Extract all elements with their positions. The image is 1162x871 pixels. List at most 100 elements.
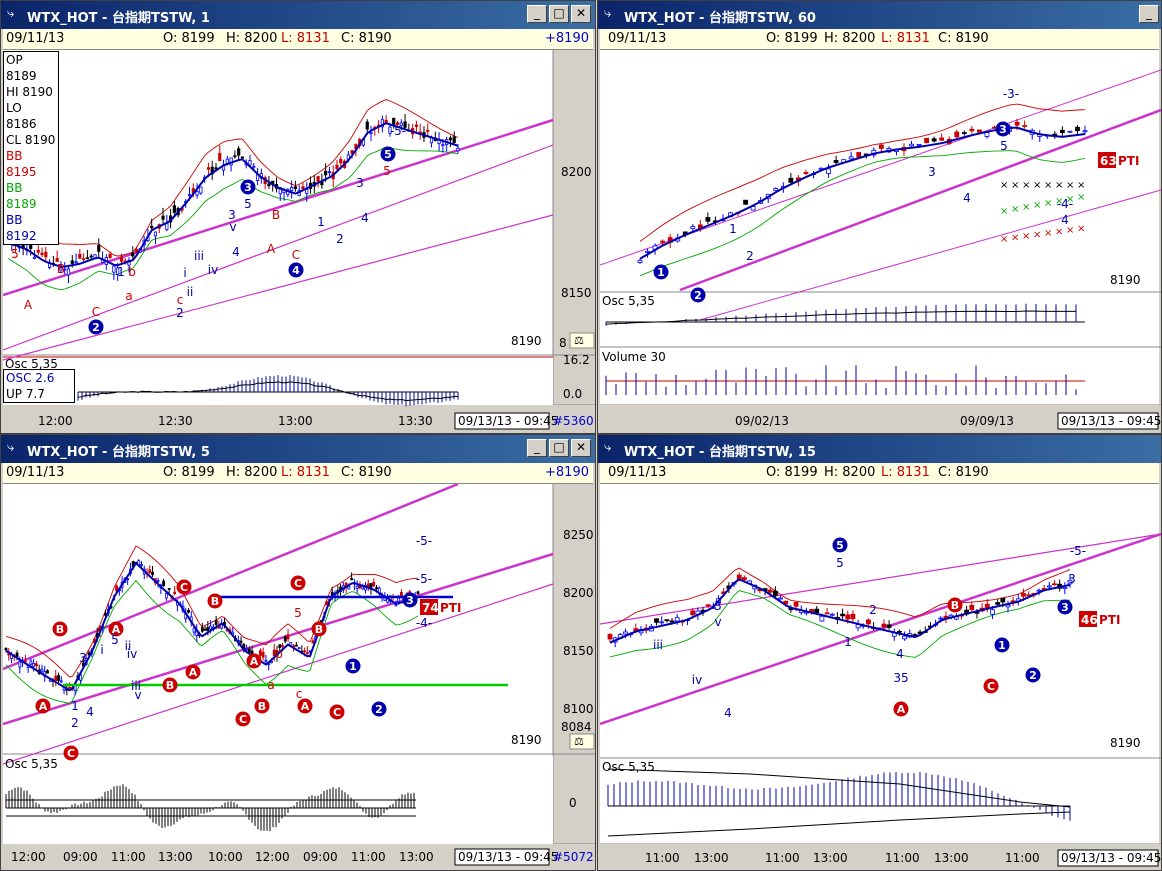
- trend-channel-line: [3, 144, 554, 351]
- chart-client[interactable]: 09/11/13 O: 8199 H: 8200 L: 8131 C: 8190…: [3, 463, 595, 871]
- candle-body: [68, 686, 71, 689]
- chart-client[interactable]: 09/11/13 O: 8199 H: 8200 L: 8131 C: 8190…: [600, 29, 1161, 434]
- open-label: O: 8199: [163, 465, 215, 480]
- title-bar[interactable]: ⤷ WTX_HOT - 台指期TSTW, 1 _ □ ✕: [1, 1, 595, 29]
- high-info: HI 8190: [6, 85, 53, 99]
- candle-body: [115, 585, 119, 592]
- wave-label: b: [128, 265, 136, 279]
- wave-label: 5: [383, 164, 391, 178]
- candle-body: [267, 183, 271, 187]
- chart-client[interactable]: 09/11/13 O: 8199 H: 8200 L: 8131 C: 8190…: [3, 29, 595, 434]
- candle-body: [164, 593, 168, 599]
- osc-value: OSC 2.6: [6, 371, 55, 385]
- minimize-button[interactable]: _: [527, 439, 547, 457]
- candle-body: [74, 261, 78, 264]
- time-label: 12:00: [38, 414, 73, 428]
- candle-body: [195, 191, 199, 196]
- window-title: WTX_HOT - 台指期TSTW, 60: [624, 11, 816, 26]
- osc-lower-line: [607, 811, 1071, 837]
- candle-body: [36, 249, 40, 253]
- time-label: 11:00: [645, 851, 680, 865]
- price-axis-panel: [553, 50, 595, 433]
- candle-body: [303, 650, 307, 653]
- candle-body: [773, 188, 779, 191]
- axis-corner-label: 8: [559, 336, 567, 350]
- candle-body: [78, 253, 82, 259]
- time-label: 09:00: [303, 850, 338, 864]
- bb-blue-info: BB 8192: [6, 213, 37, 243]
- scale-icon[interactable]: ⚖: [574, 334, 584, 347]
- wave-label: i: [183, 266, 186, 280]
- candle-body: [840, 613, 845, 617]
- minimize-button[interactable]: _: [1139, 5, 1159, 23]
- osc-signal-line: [605, 310, 1077, 325]
- time-label: 13:00: [813, 851, 848, 865]
- ohlc-bar: 09/11/13 O: 8199 H: 8200 L: 8131 C: 8190…: [3, 463, 593, 484]
- candle-body: [116, 267, 120, 275]
- wave-label: C: [92, 305, 100, 319]
- chart-app-icon: ⤷: [604, 440, 612, 455]
- price-chart[interactable]: 12312345-3--4-4×××××××××××××××××××××××× …: [600, 50, 1161, 434]
- chart-window-60min[interactable]: ⤷ WTX_HOT - 台指期TSTW, 60 _ □ 09/11/13 O: …: [597, 0, 1162, 434]
- candle-body: [150, 225, 154, 229]
- minimize-button[interactable]: _: [527, 5, 547, 23]
- title-bar[interactable]: ⤷ WTX_HOT - 台指期TSTW, 15: [598, 435, 1161, 463]
- price-tick-label: 8250: [563, 528, 594, 542]
- candle-body: [767, 589, 773, 593]
- wave-label: iv: [127, 647, 137, 661]
- date-label: 09/11/13: [6, 465, 65, 480]
- close-button[interactable]: ✕: [571, 5, 591, 23]
- wave-label: -3-: [1003, 87, 1019, 101]
- time-label: 11:00: [1005, 851, 1040, 865]
- low-price-label: 8084: [561, 720, 592, 734]
- candle-body: [705, 217, 711, 222]
- title-bar[interactable]: ⤷ WTX_HOT - 台指期TSTW, 5 _ □ ✕: [1, 435, 595, 463]
- candle-body: [18, 661, 22, 668]
- candle-body: [388, 126, 392, 134]
- candle-body: [954, 131, 960, 138]
- candle-body: [1067, 579, 1073, 585]
- candle-body: [878, 144, 884, 149]
- candle-body: [59, 267, 63, 271]
- ohlc-bar: 09/11/13 O: 8199 H: 8200 L: 8131 C: 8190…: [3, 29, 593, 50]
- wave-circle-marker: [329, 704, 345, 720]
- close-button[interactable]: ✕: [571, 439, 591, 457]
- stop-marker: ×: [1044, 180, 1052, 191]
- wave-label: 4: [232, 245, 240, 259]
- wave-label: C: [987, 680, 995, 693]
- title-bar[interactable]: ⤷ WTX_HOT - 台指期TSTW, 60 _ □: [598, 1, 1161, 29]
- candle-body: [161, 215, 165, 220]
- candle-body: [305, 188, 309, 195]
- candle-body: [119, 256, 124, 262]
- bb-green-info: BB 8189: [6, 181, 37, 211]
- candle-body: [162, 580, 166, 586]
- maximize-button[interactable]: □: [549, 5, 569, 23]
- chart-window-15min[interactable]: ⤷ WTX_HOT - 台指期TSTW, 15 09/11/13 O: 8199…: [597, 434, 1162, 871]
- wave-label: 5: [384, 148, 392, 161]
- price-chart[interactable]: 5 B C A 1 2 3 3 v iii iv 4 5 2 1 4 35 -5- 3 8190 46 PTI Os…: [600, 484, 1161, 871]
- chart-window-5min[interactable]: ⤷ WTX_HOT - 台指期TSTW, 5 _ □ ✕ 09/11/13 O:…: [0, 434, 596, 871]
- candle-body: [316, 176, 320, 182]
- candle-body: [29, 244, 33, 249]
- scale-icon[interactable]: ⚖: [574, 735, 584, 748]
- wave-label: -5-: [416, 572, 432, 586]
- chart-window-1min[interactable]: ⤷ WTX_HOT - 台指期TSTW, 1 _ □ ✕ 09/11/13 O:…: [0, 0, 596, 434]
- candle-body: [741, 577, 747, 581]
- high-label: H: 8200: [824, 465, 876, 480]
- wave-label: -4-: [416, 616, 432, 630]
- chart-client[interactable]: 09/11/13 O: 8199 H: 8200 L: 8131 C: 8190…: [600, 463, 1161, 871]
- candle-body: [40, 252, 44, 256]
- bollinger-upper: [639, 103, 1086, 242]
- candle-body: [301, 186, 305, 190]
- candle-body: [293, 186, 297, 189]
- maximize-button[interactable]: □: [549, 439, 569, 457]
- wave-circle-marker: [995, 121, 1011, 137]
- target-marker: ×: [1033, 200, 1041, 211]
- wave-label: b: [275, 647, 283, 661]
- wave-label: iii: [194, 249, 204, 263]
- candle-body: [909, 143, 914, 147]
- bar-count: #5360: [553, 414, 594, 428]
- pti-badge: [1098, 152, 1116, 168]
